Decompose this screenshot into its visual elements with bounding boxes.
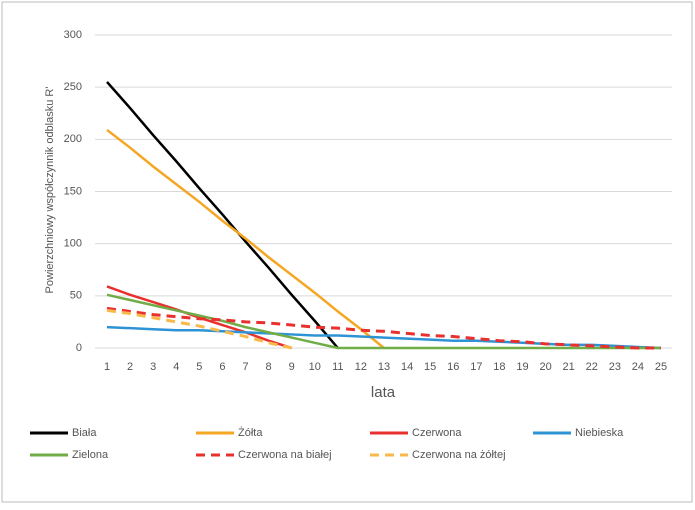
- y-tick-label: 250: [64, 81, 82, 93]
- x-tick-label: 18: [493, 361, 505, 373]
- legend-label: Zielona: [72, 449, 109, 461]
- x-tick-label: 3: [150, 361, 156, 373]
- y-tick-label: 0: [76, 342, 82, 354]
- x-tick-label: 1: [104, 361, 110, 373]
- x-tick-label: 15: [424, 361, 436, 373]
- x-tick-label: 9: [289, 361, 295, 373]
- legend-label: Czerwona na białej: [238, 449, 332, 461]
- x-tick-label: 22: [586, 361, 598, 373]
- x-tick-label: 10: [309, 361, 321, 373]
- x-tick-label: 8: [266, 361, 272, 373]
- series-line: [106, 325, 662, 350]
- legend-label: Żółta: [238, 426, 263, 439]
- y-tick-label: 100: [64, 238, 82, 250]
- x-tick-label: 7: [242, 361, 248, 373]
- series-line: [106, 306, 661, 350]
- y-tick-label: 150: [64, 185, 82, 197]
- legend-label: Biała: [72, 427, 97, 439]
- y-tick-label: 200: [64, 133, 82, 145]
- y-tick-label: 50: [70, 290, 82, 302]
- series-line: [106, 81, 339, 349]
- x-tick-label: 13: [378, 361, 390, 373]
- x-tick-label: 17: [470, 361, 482, 373]
- series-line: [106, 308, 292, 350]
- series-line: [106, 128, 385, 349]
- x-tick-label: 23: [609, 361, 621, 373]
- x-tick-label: 12: [355, 361, 367, 373]
- legend-label: Niebieska: [575, 427, 624, 439]
- legend-label: Czerwona na żółtej: [412, 449, 506, 461]
- x-tick-label: 21: [563, 361, 575, 373]
- x-tick-label: 5: [196, 361, 202, 373]
- y-axis-title: Powierzchniowy współczynnik odblasku R': [44, 87, 56, 294]
- y-tick-label: 300: [64, 29, 82, 41]
- x-tick-label: 6: [219, 361, 225, 373]
- series-line: [106, 293, 661, 350]
- x-tick-label: 16: [447, 361, 459, 373]
- x-axis-title: lata: [371, 384, 396, 401]
- x-tick-label: 24: [632, 361, 644, 373]
- x-tick-label: 19: [516, 361, 528, 373]
- x-tick-label: 14: [401, 361, 413, 373]
- x-tick-label: 2: [127, 361, 133, 373]
- x-tick-label: 11: [332, 361, 343, 373]
- x-tick-label: 20: [539, 361, 551, 373]
- legend-label: Czerwona: [412, 427, 462, 439]
- x-tick-label: 25: [655, 361, 667, 373]
- x-tick-label: 4: [173, 361, 179, 373]
